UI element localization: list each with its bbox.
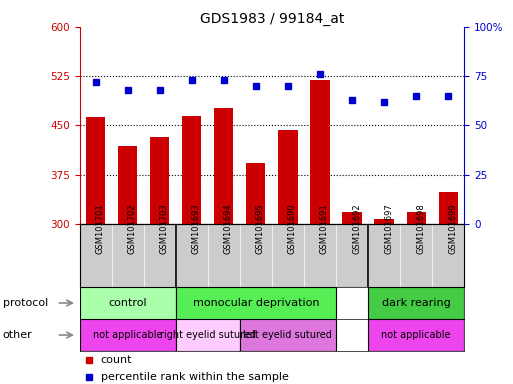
Text: count: count bbox=[101, 354, 132, 364]
Text: not applicable: not applicable bbox=[382, 330, 451, 340]
Text: GSM101702: GSM101702 bbox=[128, 204, 136, 254]
Bar bbox=[368, 319, 464, 351]
Text: control: control bbox=[108, 298, 147, 308]
Bar bbox=[80, 287, 175, 319]
Bar bbox=[86, 118, 105, 384]
Text: GSM101694: GSM101694 bbox=[224, 204, 233, 254]
Text: GSM101693: GSM101693 bbox=[192, 204, 201, 254]
Text: GSM101697: GSM101697 bbox=[384, 204, 393, 254]
Bar bbox=[310, 80, 329, 384]
Text: GSM101701: GSM101701 bbox=[95, 204, 105, 254]
Text: left eyelid sutured: left eyelid sutured bbox=[244, 330, 332, 340]
Text: GSM101692: GSM101692 bbox=[352, 204, 361, 254]
Bar bbox=[343, 212, 362, 384]
Text: not applicable: not applicable bbox=[93, 330, 162, 340]
Bar bbox=[278, 130, 298, 384]
Text: GSM101703: GSM101703 bbox=[160, 204, 169, 254]
Bar bbox=[175, 319, 240, 351]
Text: right eyelid sutured: right eyelid sutured bbox=[160, 330, 256, 340]
Bar bbox=[214, 108, 233, 384]
Text: percentile rank within the sample: percentile rank within the sample bbox=[101, 372, 288, 382]
Text: GSM101699: GSM101699 bbox=[448, 204, 457, 254]
Bar bbox=[80, 319, 175, 351]
Bar bbox=[118, 146, 137, 384]
Bar bbox=[439, 192, 458, 384]
Bar bbox=[175, 287, 336, 319]
Text: GSM101690: GSM101690 bbox=[288, 204, 297, 254]
Bar bbox=[182, 116, 201, 384]
Bar bbox=[246, 163, 266, 384]
Text: GSM101695: GSM101695 bbox=[256, 204, 265, 254]
Text: dark rearing: dark rearing bbox=[382, 298, 450, 308]
Text: GSM101691: GSM101691 bbox=[320, 204, 329, 254]
Title: GDS1983 / 99184_at: GDS1983 / 99184_at bbox=[200, 12, 344, 26]
Text: protocol: protocol bbox=[3, 298, 48, 308]
Bar bbox=[374, 218, 393, 384]
Bar bbox=[240, 319, 336, 351]
Text: monocular deprivation: monocular deprivation bbox=[192, 298, 319, 308]
Text: GSM101698: GSM101698 bbox=[416, 204, 425, 254]
Bar bbox=[406, 212, 426, 384]
Bar bbox=[368, 287, 464, 319]
Bar bbox=[150, 137, 169, 384]
Text: other: other bbox=[3, 330, 32, 340]
